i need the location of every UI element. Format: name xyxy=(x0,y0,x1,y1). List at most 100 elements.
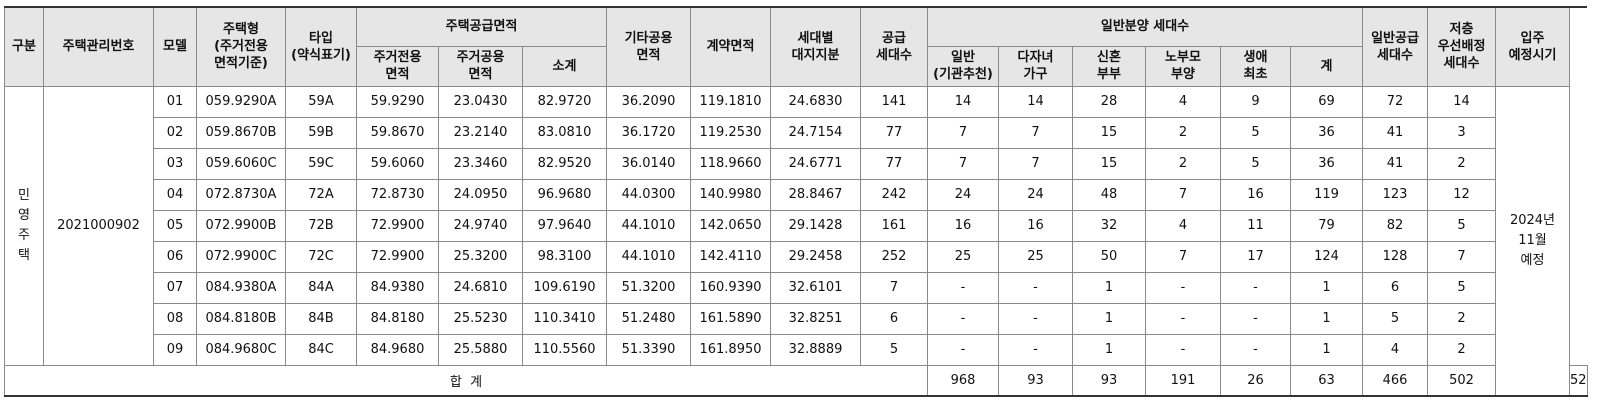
cell-general: 7 xyxy=(927,116,999,149)
cell-model: 05 xyxy=(153,209,197,242)
table-row: 06 072.9900C 72C 72.9900 25.3200 98.3100 44.10… xyxy=(5,240,1588,273)
cell-land-share: 24.6830 xyxy=(770,85,861,118)
cell-general-supply-units: 128 xyxy=(1362,240,1428,273)
header-sum: 계 xyxy=(1290,45,1363,87)
cell-type-short: 59C xyxy=(285,147,357,180)
cell-low-floor-priority: 12 xyxy=(1427,178,1496,211)
cell-exclusive-area: 72.9900 xyxy=(356,209,439,242)
cell-supply-units: 5 xyxy=(860,333,928,366)
cell-multi-child: 7 xyxy=(998,116,1073,149)
cell-multi-child: - xyxy=(998,333,1073,366)
cell-exclusive-area: 59.6060 xyxy=(356,147,439,180)
cell-elderly-parents: 2 xyxy=(1145,147,1221,180)
cell-subtotal: 82.9720 xyxy=(522,85,607,118)
cell-model: 09 xyxy=(153,333,197,366)
cell-other-common-area: 36.0140 xyxy=(606,147,691,180)
cell-subtotal: 110.5560 xyxy=(522,333,607,366)
cell-common-area: 24.9740 xyxy=(438,209,523,242)
cell-model: 03 xyxy=(153,147,197,180)
cell-land-share: 28.8467 xyxy=(770,178,861,211)
cell-newlywed: 1 xyxy=(1072,333,1146,366)
cell-elderly-parents: - xyxy=(1145,302,1221,335)
cell-supply-units: 161 xyxy=(860,209,928,242)
cell-elderly-parents: 7 xyxy=(1145,240,1221,273)
cell-general: 7 xyxy=(927,147,999,180)
cell-common-area: 24.6810 xyxy=(438,271,523,304)
header-category: 구분 xyxy=(4,6,44,87)
cell-multi-child: 7 xyxy=(998,147,1073,180)
cell-housing-type: 072.9900B xyxy=(196,209,286,242)
table-row: 07 084.9380A 84A 84.9380 24.6810 109.6190 51.3… xyxy=(5,271,1588,304)
cell-general-supply-units: 5 xyxy=(1362,302,1428,335)
cell-supply-units: 77 xyxy=(860,147,928,180)
cell-model: 08 xyxy=(153,302,197,335)
cell-other-common-area: 51.2480 xyxy=(606,302,691,335)
cell-contract-area: 160.9390 xyxy=(690,271,771,304)
cell-contract-area: 140.9980 xyxy=(690,178,771,211)
cell-land-share: 32.8889 xyxy=(770,333,861,366)
cell-contract-area: 142.4110 xyxy=(690,240,771,273)
cell-common-area: 25.3200 xyxy=(438,240,523,273)
cell-sum: 36 xyxy=(1290,116,1363,149)
cell-general-supply-units: 6 xyxy=(1362,271,1428,304)
cell-other-common-area: 44.0300 xyxy=(606,178,691,211)
cell-subtotal: 109.6190 xyxy=(522,271,607,304)
cell-elderly-parents: 4 xyxy=(1145,209,1221,242)
cell-subtotal: 96.9680 xyxy=(522,178,607,211)
cell-common-area: 25.5230 xyxy=(438,302,523,335)
cell-multi-child: 14 xyxy=(998,85,1073,118)
cell-general-supply-units: 41 xyxy=(1362,147,1428,180)
cell-type-short: 72B xyxy=(285,209,357,242)
cell-elderly-parents: 7 xyxy=(1145,178,1221,211)
cell-housing-type: 072.8730A xyxy=(196,178,286,211)
cell-general-supply-units: 72 xyxy=(1362,85,1428,118)
cell-low-floor-priority: 5 xyxy=(1427,271,1496,304)
cell-land-share: 29.1428 xyxy=(770,209,861,242)
cell-land-share: 32.6101 xyxy=(770,271,861,304)
cell-common-area: 24.0950 xyxy=(438,178,523,211)
cell-other-common-area: 51.3200 xyxy=(606,271,691,304)
cell-housing-type: 059.8670B xyxy=(196,116,286,149)
total-general-supply-units: 502 xyxy=(1427,364,1496,397)
cell-supply-units: 6 xyxy=(860,302,928,335)
cell-contract-area: 142.0650 xyxy=(690,209,771,242)
total-general: 93 xyxy=(998,364,1073,397)
cell-general-supply-units: 123 xyxy=(1362,178,1428,211)
cell-sum: 69 xyxy=(1290,85,1363,118)
table-row: 08 084.8180B 84B 84.8180 25.5230 110.3410 51.2… xyxy=(5,302,1588,335)
move-in-cell: 2024년 11월 예정 xyxy=(1495,85,1570,397)
cell-low-floor-priority: 7 xyxy=(1427,240,1496,273)
cell-exclusive-area: 84.9380 xyxy=(356,271,439,304)
cell-model: 07 xyxy=(153,271,197,304)
cell-exclusive-area: 84.8180 xyxy=(356,302,439,335)
header-land-share: 세대별 대지지분 xyxy=(770,6,861,87)
cell-land-share: 24.7154 xyxy=(770,116,861,149)
cell-newlywed: 1 xyxy=(1072,302,1146,335)
cell-newlywed: 15 xyxy=(1072,116,1146,149)
header-newlywed: 신혼 부부 xyxy=(1072,45,1146,87)
cell-newlywed: 50 xyxy=(1072,240,1146,273)
cell-common-area: 23.0430 xyxy=(438,85,523,118)
cell-multi-child: - xyxy=(998,302,1073,335)
total-multi-child: 93 xyxy=(1072,364,1146,397)
cell-multi-child: 24 xyxy=(998,178,1073,211)
cell-model: 04 xyxy=(153,178,197,211)
cell-general-supply-units: 82 xyxy=(1362,209,1428,242)
cell-other-common-area: 44.1010 xyxy=(606,240,691,273)
cell-newlywed: 48 xyxy=(1072,178,1146,211)
cell-general: - xyxy=(927,333,999,366)
total-row: 합 계 968 93 93 191 26 63 466 502 52 xyxy=(4,364,1588,397)
cell-newlywed: 1 xyxy=(1072,271,1146,304)
table-row: 민 영 주 택 2021000902 01 059.9290A 59A 59.9290 23… xyxy=(4,85,1588,397)
total-supply-units: 968 xyxy=(927,364,999,397)
cell-contract-area: 119.2530 xyxy=(690,116,771,149)
housing-supply-table: 구분 주택관리번호 모델 주택형 (주거전용 면적기준) 타입 (약식표기) 주… xyxy=(4,6,1588,397)
cell-general-supply-units: 4 xyxy=(1362,333,1428,366)
cell-land-share: 29.2458 xyxy=(770,240,861,273)
header-first-time: 생애 최초 xyxy=(1220,45,1291,87)
cell-general: 25 xyxy=(927,240,999,273)
cell-sum: 36 xyxy=(1290,147,1363,180)
header-supply-area: 주택공급면적 xyxy=(356,6,607,47)
cell-first-time: - xyxy=(1220,271,1291,304)
category-cell: 민 영 주 택 xyxy=(4,85,44,366)
